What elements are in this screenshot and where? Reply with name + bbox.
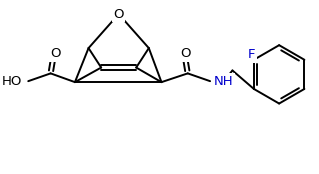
Text: HO: HO xyxy=(2,75,22,88)
Text: O: O xyxy=(50,48,61,60)
Text: F: F xyxy=(248,48,256,61)
Text: O: O xyxy=(181,48,191,60)
Text: NH: NH xyxy=(214,75,234,88)
Text: O: O xyxy=(114,7,124,21)
